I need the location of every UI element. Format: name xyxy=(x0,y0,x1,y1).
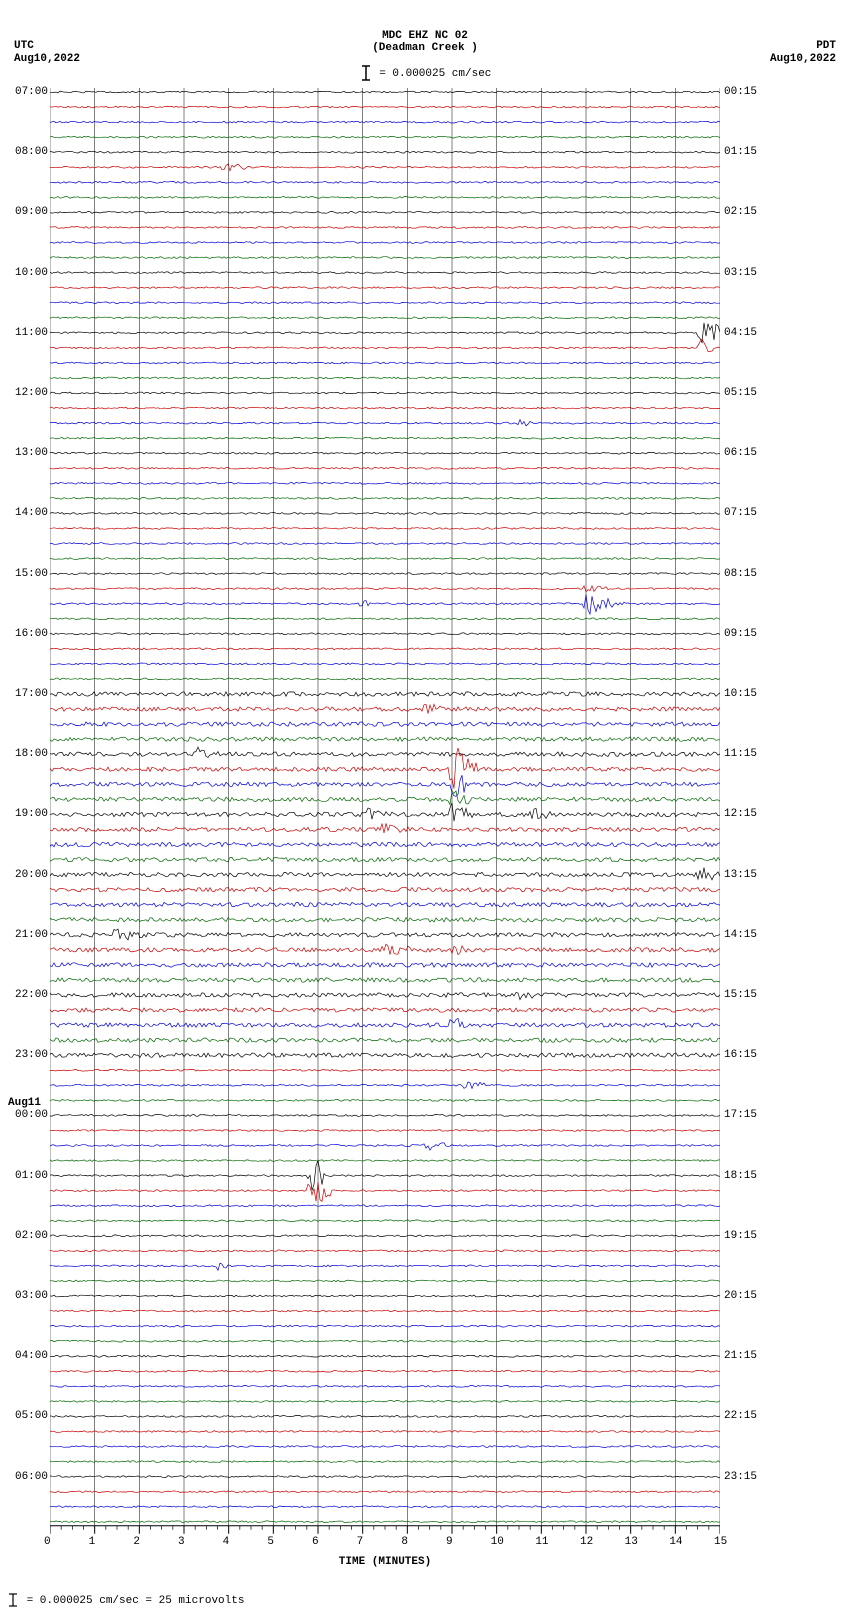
left-hour: 06:00 xyxy=(12,1471,48,1483)
scale-indicator: = 0.000025 cm/sec xyxy=(0,64,850,82)
right-hour: 15:15 xyxy=(724,989,757,1001)
seismogram-page: { "header":{ "station":"MDC EHZ NC 02", … xyxy=(0,0,850,1613)
xaxis-tick: 9 xyxy=(446,1536,453,1548)
right-hour: 23:15 xyxy=(724,1471,757,1483)
seismogram-plot xyxy=(50,88,720,1538)
right-hour: 11:15 xyxy=(724,748,757,760)
left-hour: 05:00 xyxy=(12,1410,48,1422)
left-hour: 22:00 xyxy=(12,989,48,1001)
station-location: (Deadman Creek ) xyxy=(372,42,478,54)
left-hour: 08:00 xyxy=(12,146,48,158)
xaxis-tick: 5 xyxy=(267,1536,274,1548)
left-hour: 20:00 xyxy=(12,869,48,881)
footer-text: = 0.000025 cm/sec = 25 microvolts xyxy=(27,1595,245,1607)
left-hour: 03:00 xyxy=(12,1290,48,1302)
xaxis-tick: 2 xyxy=(133,1536,140,1548)
left-hour: 13:00 xyxy=(12,447,48,459)
right-hour: 03:15 xyxy=(724,267,757,279)
xaxis-tick: 7 xyxy=(357,1536,364,1548)
right-hour: 06:15 xyxy=(724,447,757,459)
right-hour: 04:15 xyxy=(724,327,757,339)
xaxis-tick: 8 xyxy=(401,1536,408,1548)
xaxis-tick: 10 xyxy=(491,1536,504,1548)
xaxis-tick: 14 xyxy=(669,1536,682,1548)
left-rollover: Aug11 xyxy=(8,1097,41,1109)
xaxis-tick: 15 xyxy=(714,1536,727,1548)
right-hour: 19:15 xyxy=(724,1230,757,1242)
header: MDC EHZ NC 02 (Deadman Creek ) xyxy=(0,30,850,54)
xaxis-tick: 3 xyxy=(178,1536,185,1548)
left-hour: 14:00 xyxy=(12,507,48,519)
left-hour: 11:00 xyxy=(12,327,48,339)
xaxis-tick: 6 xyxy=(312,1536,319,1548)
left-hour: 18:00 xyxy=(12,748,48,760)
xaxis-tick: 4 xyxy=(223,1536,230,1548)
left-hour: 21:00 xyxy=(12,929,48,941)
left-hour: 09:00 xyxy=(12,206,48,218)
right-hour: 07:15 xyxy=(724,507,757,519)
right-hour: 18:15 xyxy=(724,1170,757,1182)
right-hour: 01:15 xyxy=(724,146,757,158)
right-hour: 12:15 xyxy=(724,808,757,820)
right-hour: 17:15 xyxy=(724,1109,757,1121)
right-hour: 13:15 xyxy=(724,869,757,881)
xaxis-tick: 11 xyxy=(535,1536,548,1548)
right-hour: 16:15 xyxy=(724,1049,757,1061)
xaxis-tick: 12 xyxy=(580,1536,593,1548)
left-hour: 15:00 xyxy=(12,568,48,580)
right-hour: 20:15 xyxy=(724,1290,757,1302)
seismogram-svg xyxy=(50,88,720,1568)
xaxis-label: TIME (MINUTES) xyxy=(50,1556,720,1568)
footer-scale: = 0.000025 cm/sec = 25 microvolts xyxy=(6,1593,244,1607)
xaxis-tick: 1 xyxy=(89,1536,96,1548)
left-hour: 16:00 xyxy=(12,628,48,640)
station-code: MDC EHZ NC 02 xyxy=(382,30,468,42)
scale-text: = 0.000025 cm/sec xyxy=(379,68,491,80)
left-hour: 23:00 xyxy=(12,1049,48,1061)
right-hour: 09:15 xyxy=(724,628,757,640)
right-hour: 21:15 xyxy=(724,1350,757,1362)
left-hour: 02:00 xyxy=(12,1230,48,1242)
right-hour: 00:15 xyxy=(724,86,757,98)
right-hour: 02:15 xyxy=(724,206,757,218)
right-hour: 22:15 xyxy=(724,1410,757,1422)
scale-bar-icon xyxy=(359,64,373,82)
left-hour: 17:00 xyxy=(12,688,48,700)
xaxis-tick: 0 xyxy=(44,1536,51,1548)
right-hour: 05:15 xyxy=(724,387,757,399)
left-hour: 07:00 xyxy=(12,86,48,98)
right-hour: 14:15 xyxy=(724,929,757,941)
scale-bar-icon xyxy=(6,1593,20,1607)
right-hour: 08:15 xyxy=(724,568,757,580)
xaxis-tick: 13 xyxy=(625,1536,638,1548)
left-hour: 19:00 xyxy=(12,808,48,820)
left-hour: 10:00 xyxy=(12,267,48,279)
left-hour: 04:00 xyxy=(12,1350,48,1362)
left-hour: 01:00 xyxy=(12,1170,48,1182)
left-hour: 12:00 xyxy=(12,387,48,399)
left-hour: 00:00 xyxy=(12,1109,48,1121)
right-hour: 10:15 xyxy=(724,688,757,700)
